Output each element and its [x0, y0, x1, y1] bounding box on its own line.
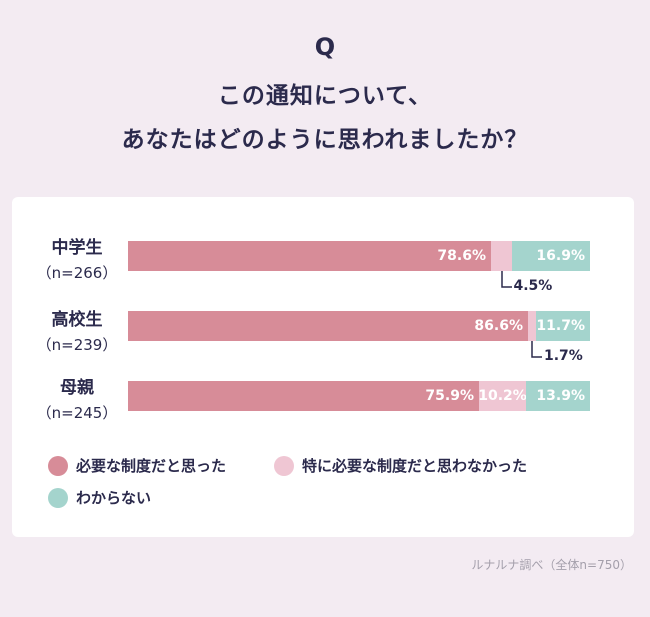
bar-segment-not-necessary [528, 311, 536, 341]
legend-label: 特に必要な制度だと思わなかった [302, 457, 528, 475]
legend-dot-icon [48, 487, 68, 508]
legend-item-necessary: 必要な制度だと思った [48, 455, 226, 476]
row-name: 高校生 [51, 310, 103, 330]
question-mark: Q [314, 33, 336, 61]
bar-segment-not-necessary [491, 241, 512, 271]
bar-mother: 75.9% 10.2% 13.9% [128, 381, 590, 411]
chart-panel: 中学生 （n=266） 78.6% 16.9% 高校生 （n=239） 86.6%… [12, 197, 634, 537]
row-label-mother: 母親 （n=245） [22, 373, 132, 423]
bar-segment-necessary: 75.9% [128, 381, 479, 411]
bar-segment-necessary: 78.6% [128, 241, 491, 271]
bar-value-label: 10.2% [479, 388, 526, 404]
source-note: ルナルナ調べ（全体n=750） [471, 558, 632, 572]
legend-label: 必要な制度だと思った [76, 457, 227, 475]
bar-value-label: 75.9% [425, 388, 474, 404]
bar-junior-high: 78.6% 16.9% [128, 241, 590, 271]
chart-title-line-1: この通知について、 [217, 83, 433, 109]
bar-segment-unknown: 13.9% [526, 381, 590, 411]
bar-segment-unknown: 11.7% [536, 311, 590, 341]
bar-value-label: 78.6% [437, 248, 486, 264]
legend-dot-icon [48, 455, 68, 476]
row-name: 母親 [60, 378, 94, 398]
row-name: 中学生 [51, 238, 103, 258]
row-sample-size: （n=245） [36, 404, 118, 422]
row-label-high-school: 高校生 （n=239） [22, 305, 132, 355]
callout-label-junior-high: 4.5% [513, 278, 553, 294]
bar-segment-unknown: 16.9% [512, 241, 590, 271]
bar-value-label: 86.6% [474, 318, 523, 334]
chart-title-line-2: あなたはどのように思われましたか？ [121, 127, 529, 153]
bar-segment-not-necessary: 10.2% [479, 381, 526, 411]
row-sample-size: （n=266） [36, 264, 118, 282]
bar-value-label: 11.7% [536, 318, 585, 334]
legend-label: わからない [76, 489, 152, 507]
row-sample-size: （n=239） [36, 336, 118, 354]
bar-value-label: 16.9% [536, 248, 585, 264]
legend-dot-icon [274, 455, 294, 476]
bar-high-school: 86.6% 11.7% [128, 311, 590, 341]
callout-leader-line [531, 341, 542, 358]
legend-item-unknown: わからない [48, 487, 151, 508]
bar-value-label: 13.9% [536, 388, 585, 404]
callout-leader-line [500, 271, 512, 288]
callout-label-high-school: 1.7% [544, 348, 583, 364]
bar-segment-necessary: 86.6% [128, 311, 528, 341]
row-label-junior-high: 中学生 （n=266） [22, 233, 132, 283]
legend-item-not-necessary: 特に必要な制度だと思わなかった [274, 455, 527, 476]
